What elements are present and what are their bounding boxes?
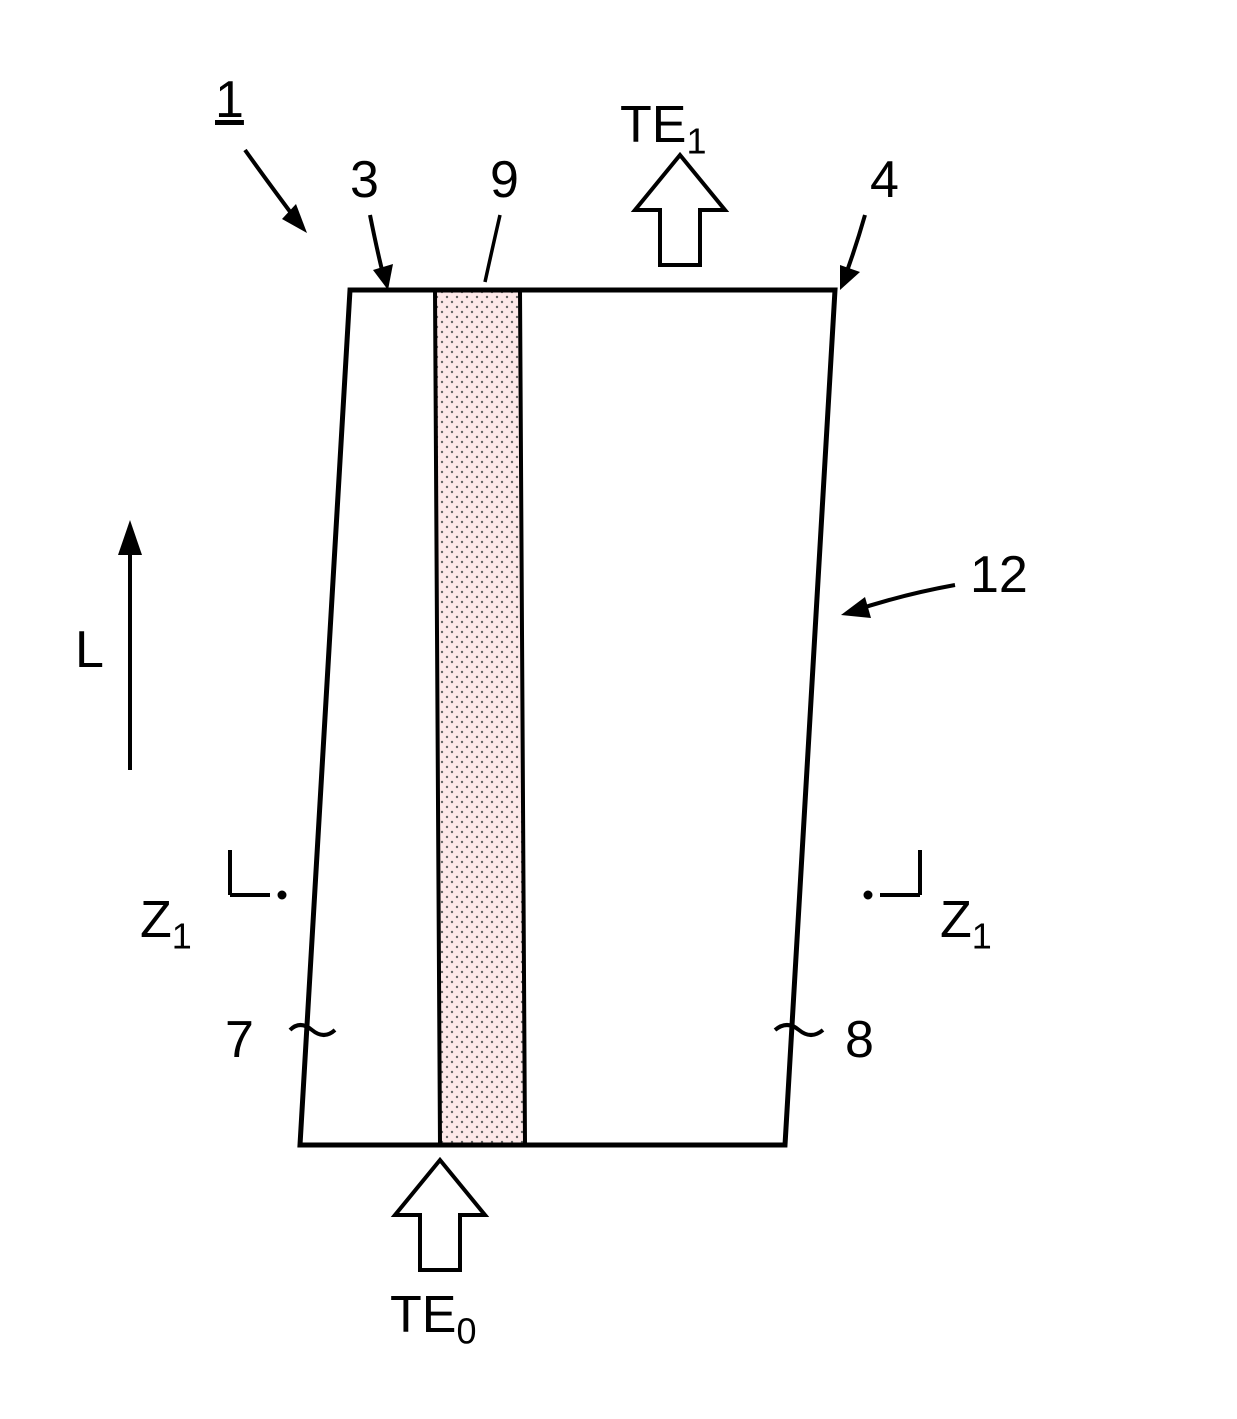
te1-arrow	[635, 155, 725, 265]
label-12: 12	[970, 545, 1028, 605]
label-z1-left: Z1	[140, 890, 192, 957]
z1-left-mark	[230, 850, 285, 898]
label-te0: TE0	[390, 1285, 476, 1352]
label-8: 8	[845, 1010, 874, 1070]
label-z1-right: Z1	[940, 890, 992, 957]
label-te1: TE1	[620, 95, 706, 162]
l-axis-arrowhead	[118, 520, 142, 555]
connector-8	[775, 1025, 823, 1035]
label-9: 9	[490, 150, 519, 210]
diagram-svg	[0, 0, 1237, 1419]
label-L: L	[75, 620, 104, 680]
label-3: 3	[350, 150, 379, 210]
connector-7	[290, 1025, 335, 1035]
trapezoid-outline	[300, 290, 835, 1145]
label-7: 7	[225, 1010, 254, 1070]
pointer-12-head	[841, 597, 871, 618]
region-9	[435, 290, 525, 1145]
pointer-4-head	[840, 265, 860, 290]
label-4: 4	[870, 150, 899, 210]
z1-right-mark	[866, 850, 921, 898]
te0-arrow	[395, 1160, 485, 1270]
pointer-9	[485, 215, 500, 282]
label-1: 1	[215, 70, 244, 130]
pointer-3-head	[373, 264, 393, 290]
